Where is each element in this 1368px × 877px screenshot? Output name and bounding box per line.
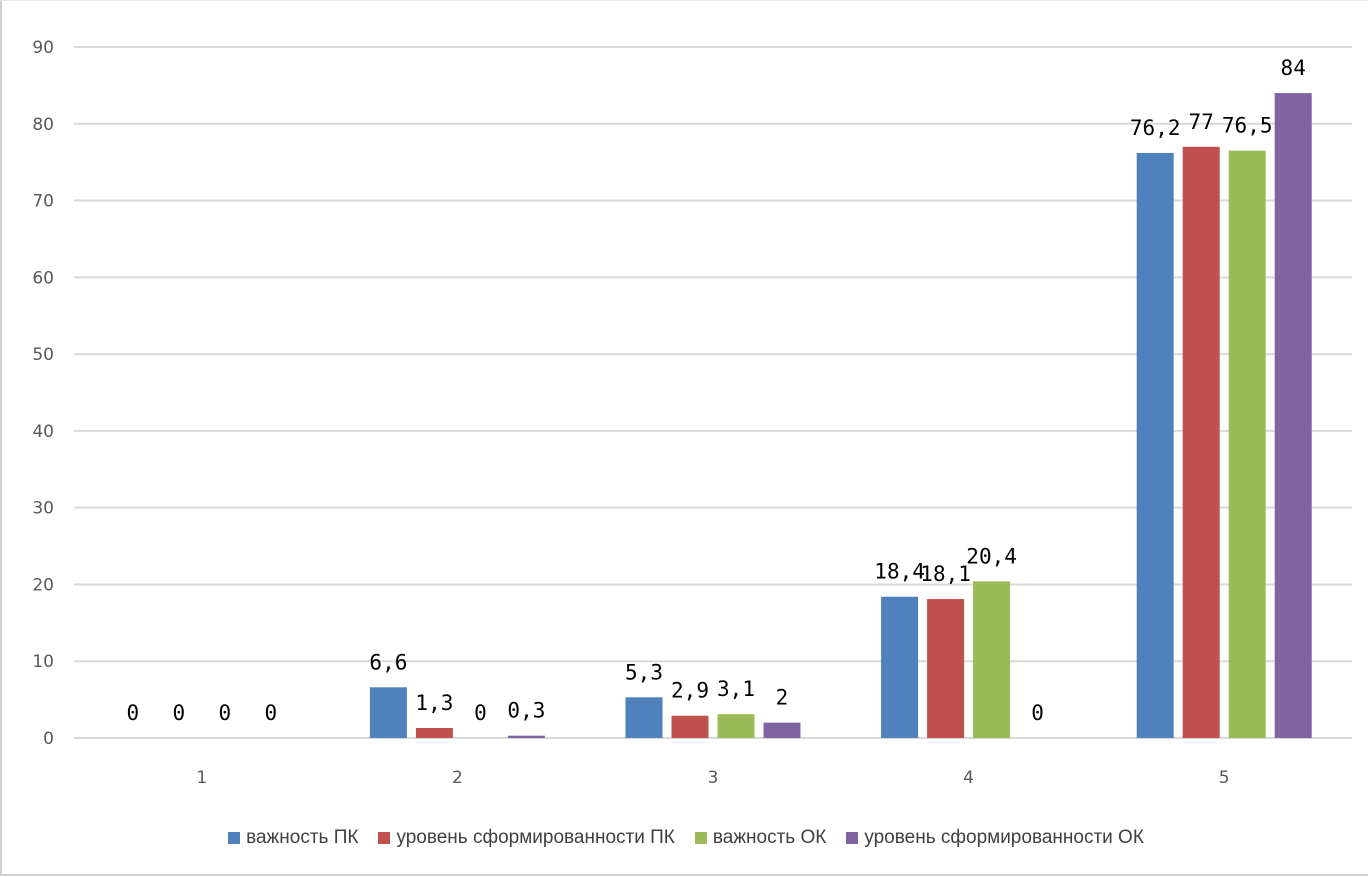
x-tick-label-5: 5: [1219, 768, 1230, 788]
legend-item-importance-pk: важность ПК: [228, 827, 358, 849]
data-label-series2-cat5: 77: [1189, 110, 1214, 134]
data-label-series1-cat4: 18,4: [874, 560, 925, 584]
legend: важность ПК уровень сформированности ПК …: [2, 823, 1368, 853]
bar-series4-cat3: [763, 722, 801, 738]
x-axis-tick-labels: 1 2 3 4 5: [196, 768, 1229, 788]
y-tick-label-10: 10: [32, 652, 54, 672]
x-tick-label-4: 4: [963, 768, 974, 788]
data-label-series3-cat3: 3,1: [717, 677, 755, 701]
data-label-series4-cat2: 0,3: [507, 699, 545, 723]
data-label-series1-cat3: 5,3: [625, 660, 663, 684]
bar-series1-cat2: [369, 687, 407, 738]
legend-item-importance-ok: важность ОК: [694, 827, 827, 849]
data-label-series2-cat2: 1,3: [415, 691, 453, 715]
bar-series2-cat5: [1182, 146, 1220, 739]
legend-swatch-importance-pk: [228, 832, 241, 844]
y-axis-tick-labels: 0 10 20 30 40 50 60 70 80 90: [32, 38, 54, 749]
y-tick-label-40: 40: [32, 422, 54, 442]
data-label-series4-cat4: 0: [1031, 701, 1044, 725]
data-label-series1-cat5: 76,2: [1130, 116, 1181, 140]
bar-series3-cat5: [1228, 150, 1266, 738]
data-label-series2-cat3: 2,9: [671, 679, 709, 703]
y-tick-label-20: 20: [32, 575, 54, 595]
data-label-series4-cat3: 2: [776, 686, 789, 710]
x-tick-label-2: 2: [452, 768, 463, 788]
y-tick-label-80: 80: [32, 115, 54, 135]
bar-series2-cat4: [927, 599, 965, 738]
y-tick-label-30: 30: [32, 499, 54, 519]
legend-swatch-level-pk: [378, 832, 391, 844]
legend-label-level-ok: уровень сформированности ОК: [864, 827, 1144, 848]
data-label-series4-cat5: 84: [1281, 56, 1306, 80]
legend-label-importance-ok: важность ОК: [712, 827, 827, 848]
legend-swatch-level-ok: [846, 832, 859, 844]
bar-series2-cat2: [415, 728, 453, 738]
data-label-series3-cat1: 0: [218, 701, 231, 725]
data-label-series2-cat1: 0: [172, 701, 185, 725]
bar-series4-cat2: [507, 735, 545, 738]
y-tick-label-70: 70: [32, 192, 54, 212]
data-label-series4-cat1: 0: [264, 701, 277, 725]
y-tick-label-0: 0: [43, 729, 54, 749]
legend-item-level-pk: уровень сформированности ПК: [378, 827, 675, 849]
y-tick-label-90: 90: [32, 38, 54, 58]
legend-label-importance-pk: важность ПК: [246, 827, 359, 848]
legend-item-level-ok: уровень сформированности ОК: [846, 827, 1144, 849]
data-labels: 0 0 0 0 6,6 1,3 0 0,3 5,3 2,9 3,1 2 18,418,120,4 0 76,…: [126, 56, 1305, 725]
x-tick-label-3: 3: [708, 768, 719, 788]
bar-series3-cat3: [717, 714, 755, 738]
legend-swatch-importance-ok: [694, 832, 707, 844]
y-tick-label-60: 60: [32, 268, 54, 288]
bar-series1-cat5: [1136, 152, 1174, 738]
bar-series4-cat5: [1274, 93, 1312, 739]
data-label-series3-cat4: 20,4: [966, 544, 1017, 568]
bars: [369, 93, 1312, 739]
data-label-series1-cat2: 6,6: [369, 650, 407, 674]
bar-series3-cat4: [973, 581, 1011, 738]
y-tick-label-50: 50: [32, 345, 54, 365]
grid-lines: [74, 46, 1352, 739]
bar-series2-cat3: [671, 715, 709, 738]
data-label-series3-cat2: 0: [474, 701, 487, 725]
data-label-series3-cat5: 76,5: [1222, 114, 1273, 138]
data-label-series1-cat1: 0: [126, 701, 139, 725]
x-tick-label-1: 1: [196, 768, 207, 788]
data-label-series2-cat4: 18,1: [920, 562, 971, 586]
legend-label-level-pk: уровень сформированности ПК: [396, 827, 675, 848]
bar-series1-cat4: [881, 596, 919, 738]
bar-series1-cat3: [625, 697, 663, 738]
